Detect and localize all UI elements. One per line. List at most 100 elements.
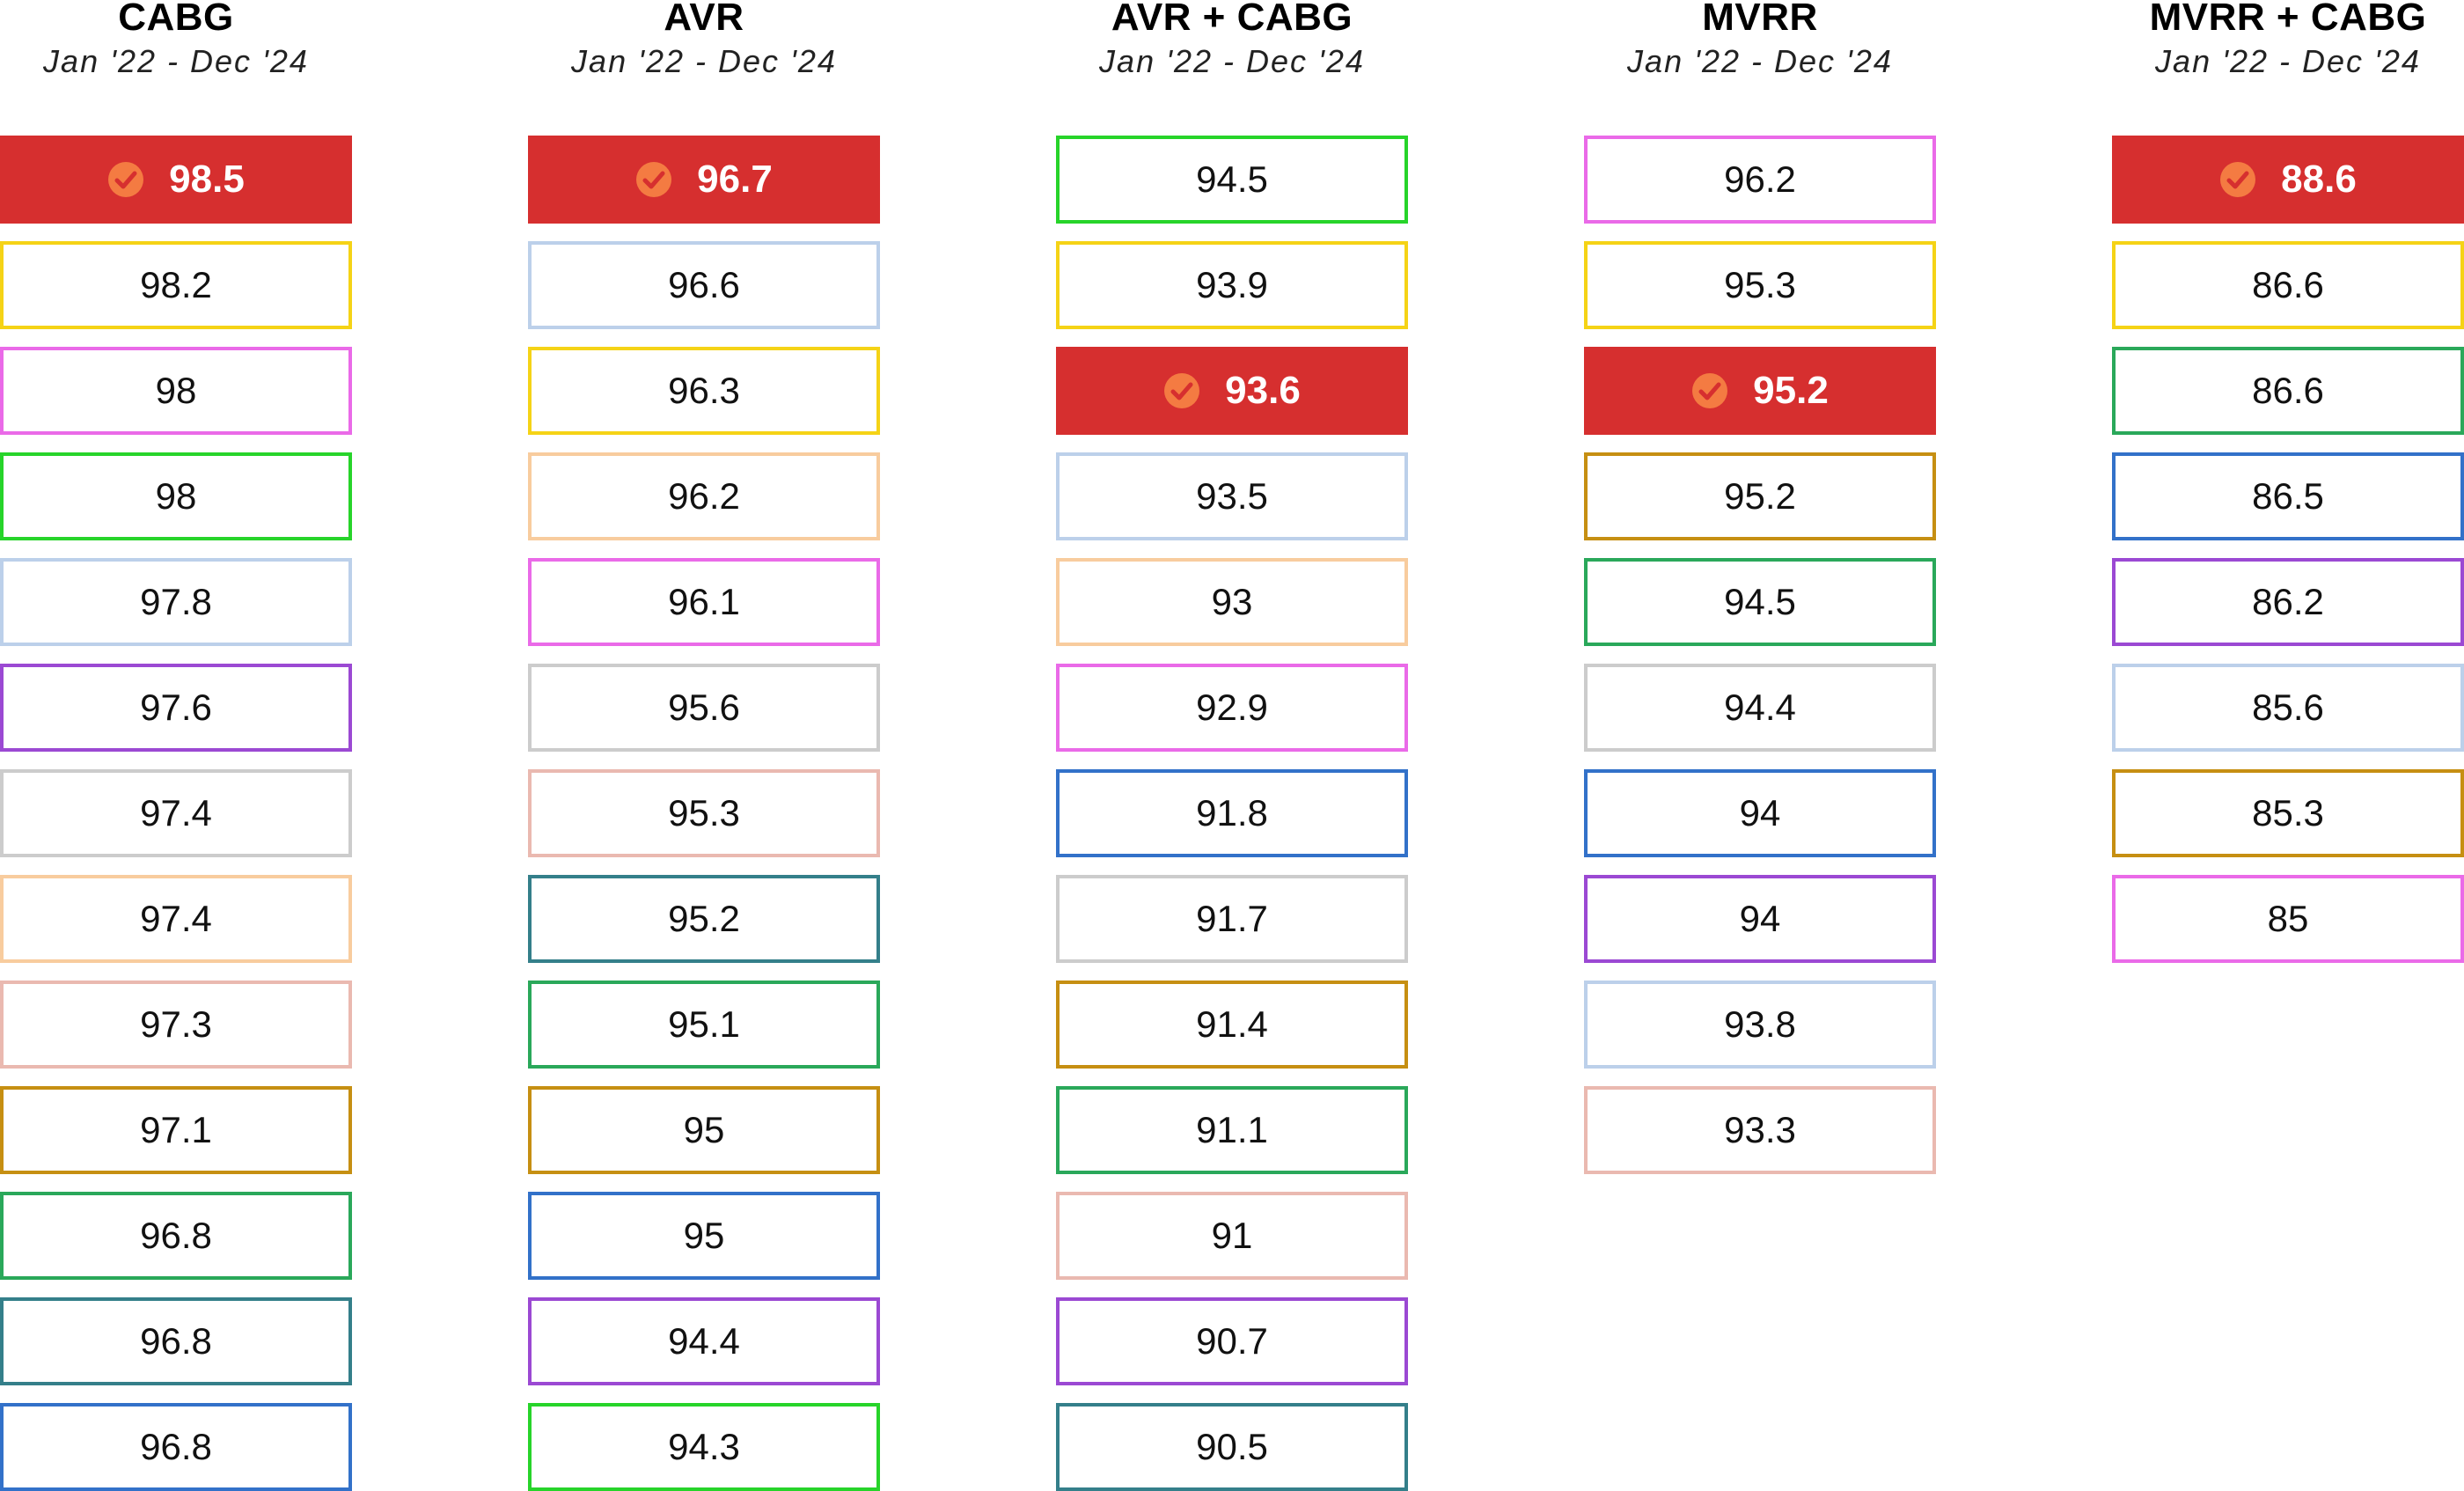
ranking-cell: 94.3 [528, 1403, 880, 1491]
cell-value: 88.6 [2281, 158, 2357, 201]
cell-value: 95.1 [668, 1003, 740, 1045]
column-title: AVR + CABG [1111, 0, 1353, 39]
ranking-cell: 93.5 [1056, 452, 1408, 540]
ranking-cell: 90.7 [1056, 1297, 1408, 1385]
cell-value: 96.8 [140, 1320, 212, 1362]
cell-value: 96.7 [697, 158, 773, 201]
cell-value: 96.1 [668, 581, 740, 622]
cell-value: 95.2 [668, 898, 740, 939]
cell-value: 90.5 [1196, 1426, 1268, 1467]
cell-value: 91.1 [1196, 1109, 1268, 1150]
ranking-cell: 98.2 [0, 241, 352, 329]
ranking-cell: 95.2 [1584, 347, 1936, 435]
cell-value: 97.4 [140, 792, 212, 834]
ranking-cell: 91.4 [1056, 981, 1408, 1069]
cell-value: 85.6 [2252, 687, 2324, 728]
ranking-cell: 95 [528, 1192, 880, 1280]
ranking-cell: 86.6 [2112, 347, 2464, 435]
ranking-cell: 94.5 [1584, 558, 1936, 646]
ranking-cell: 95.3 [1584, 241, 1936, 329]
ranking-cell: 96.8 [0, 1297, 352, 1385]
ranking-cell: 98 [0, 452, 352, 540]
ranking-cell: 94.4 [528, 1297, 880, 1385]
ranking-cell: 97.8 [0, 558, 352, 646]
cell-value: 97.3 [140, 1003, 212, 1045]
ranking-cell: 93.9 [1056, 241, 1408, 329]
ranking-cell: 97.4 [0, 875, 352, 963]
ranking-cell: 85.3 [2112, 769, 2464, 857]
cell-value: 98.2 [140, 264, 212, 305]
column-subtitle: Jan '22 - Dec '24 [571, 43, 837, 79]
cell-value: 96.8 [140, 1426, 212, 1467]
cell-value: 95.2 [1753, 369, 1829, 412]
cell-value: 86.5 [2252, 475, 2324, 517]
check-circle-icon [1692, 373, 1728, 408]
ranking-cell: 96.7 [528, 136, 880, 224]
ranking-cell: 92.9 [1056, 664, 1408, 752]
ranking-cell: 95 [528, 1086, 880, 1174]
cell-value: 96.3 [668, 370, 740, 411]
cell-value: 96.8 [140, 1215, 212, 1256]
ranking-cell: 94 [1584, 875, 1936, 963]
cell-value: 95.3 [668, 792, 740, 834]
ranking-cell: 91.7 [1056, 875, 1408, 963]
cell-value: 93.5 [1196, 475, 1268, 517]
ranking-cell: 86.5 [2112, 452, 2464, 540]
cell-value: 92.9 [1196, 687, 1268, 728]
cell-value: 97.4 [140, 898, 212, 939]
ranking-cell: 93.3 [1584, 1086, 1936, 1174]
ranking-cell: 91 [1056, 1192, 1408, 1280]
ranking-cell: 95.3 [528, 769, 880, 857]
cell-value: 91.7 [1196, 898, 1268, 939]
check-circle-icon [2220, 162, 2256, 197]
cell-value: 86.6 [2252, 264, 2324, 305]
ranking-cell: 95.2 [1584, 452, 1936, 540]
cell-value: 94.5 [1724, 581, 1796, 622]
ranking-cell: 96.1 [528, 558, 880, 646]
ranking-cell: 86.6 [2112, 241, 2464, 329]
cell-value: 91.4 [1196, 1003, 1268, 1045]
cell-value: 98 [155, 475, 197, 517]
ranking-cell: 85.6 [2112, 664, 2464, 752]
cell-value: 86.6 [2252, 370, 2324, 411]
cell-value: 94.4 [1724, 687, 1796, 728]
column-title: CABG [118, 0, 234, 39]
ranking-cell: 98.5 [0, 136, 352, 224]
ranking-cell: 97.1 [0, 1086, 352, 1174]
column-subtitle: Jan '22 - Dec '24 [1627, 43, 1893, 79]
ranking-cell: 90.5 [1056, 1403, 1408, 1491]
cell-value: 94 [1739, 898, 1781, 939]
cell-value: 86.2 [2252, 581, 2324, 622]
cell-value: 95.3 [1724, 264, 1796, 305]
ranking-cell: 96.2 [528, 452, 880, 540]
column-title: MVRR + CABG [2149, 0, 2427, 39]
cell-value: 95 [683, 1109, 725, 1150]
cell-value: 95 [683, 1215, 725, 1256]
cell-value: 91 [1211, 1215, 1253, 1256]
ranking-cell: 85 [2112, 875, 2464, 963]
ranking-cell: 88.6 [2112, 136, 2464, 224]
cell-value: 94 [1739, 792, 1781, 834]
ranking-cell: 97.4 [0, 769, 352, 857]
ranking-cell: 96.2 [1584, 136, 1936, 224]
ranking-cell: 94 [1584, 769, 1936, 857]
cell-value: 97.8 [140, 581, 212, 622]
cell-value: 95.2 [1724, 475, 1796, 517]
ranking-cell: 94.5 [1056, 136, 1408, 224]
column-title: MVRR [1702, 0, 1818, 39]
cell-value: 91.8 [1196, 792, 1268, 834]
column-subtitle: Jan '22 - Dec '24 [2155, 43, 2421, 79]
ranking-cell: 91.1 [1056, 1086, 1408, 1174]
cell-value: 93.9 [1196, 264, 1268, 305]
cell-value: 94.3 [668, 1426, 740, 1467]
ranking-cell: 95.6 [528, 664, 880, 752]
ranking-cell: 95.2 [528, 875, 880, 963]
cell-value: 93 [1211, 581, 1253, 622]
ranking-cell: 93.8 [1584, 981, 1936, 1069]
check-circle-icon [108, 162, 144, 197]
ranking-cell: 93 [1056, 558, 1408, 646]
cell-value: 94.4 [668, 1320, 740, 1362]
cell-value: 85.3 [2252, 792, 2324, 834]
cell-value: 95.6 [668, 687, 740, 728]
column-subtitle: Jan '22 - Dec '24 [1099, 43, 1365, 79]
